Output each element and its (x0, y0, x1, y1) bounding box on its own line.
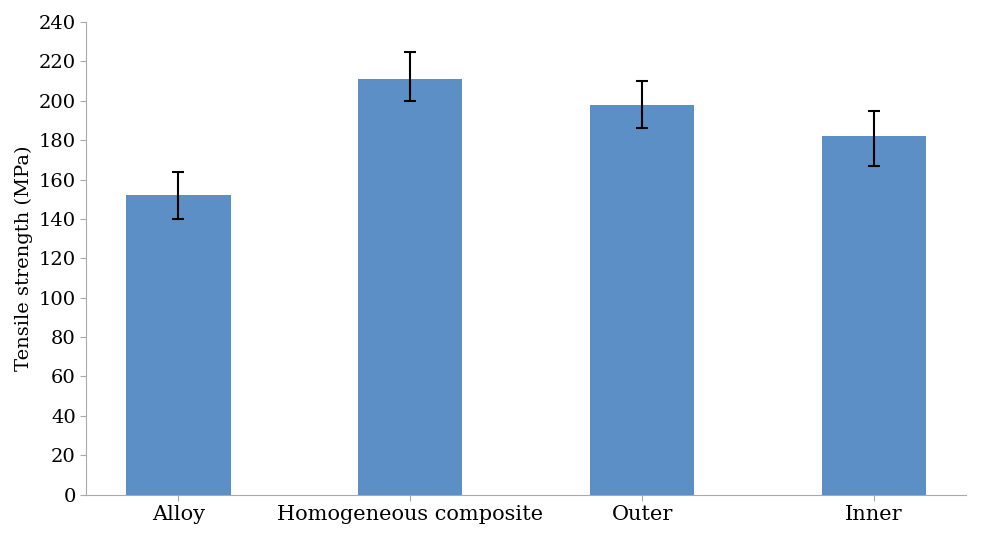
Bar (822, 136, 926, 495)
Bar (590, 105, 695, 495)
Bar (127, 195, 231, 495)
Y-axis label: Tensile strength (MPa): Tensile strength (MPa) (15, 146, 33, 371)
Bar (358, 79, 462, 495)
